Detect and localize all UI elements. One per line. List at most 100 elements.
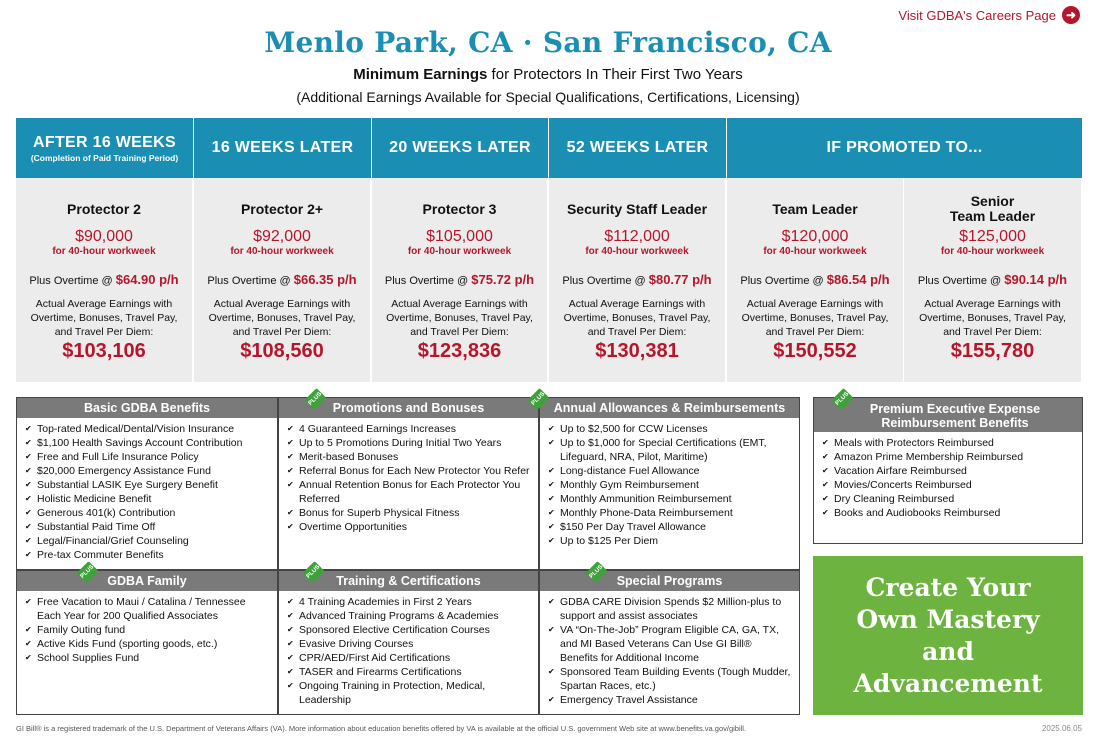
overtime-rate: $75.72 p/h	[471, 272, 535, 287]
benefit-item: School Supplies Fund	[25, 651, 269, 665]
plus-badge: PLUS	[831, 388, 854, 410]
column-header: 52 WEEKS LATER	[549, 118, 726, 178]
column-header-title: 52 WEEKS LATER	[566, 139, 709, 156]
benefit-item: Annual Retention Bonus for Each Protecto…	[287, 478, 530, 506]
overtime-line: Plus Overtime @ $90.14 p/h	[918, 272, 1067, 287]
base-salary: $90,000	[75, 228, 133, 245]
benefit-item: Referral Bonus for Each New Protector Yo…	[287, 464, 530, 478]
benefit-list: Meals with Protectors ReimbursedAmazon P…	[814, 432, 1082, 520]
benefit-item: 4 Training Academies in First 2 Years	[287, 595, 530, 609]
benefits-box-basic: Basic GDBA Benefits Top-rated Medical/De…	[16, 397, 278, 570]
promoted-header-title: IF PROMOTED TO...	[826, 139, 983, 156]
overtime-line: Plus Overtime @ $75.72 p/h	[385, 272, 534, 287]
benefit-item: Merit-based Bonuses	[287, 450, 530, 464]
benefit-item: TASER and Firearms Certifications	[287, 665, 530, 679]
benefits-box-premium: PLUS Premium Executive Expense Reimbursem…	[813, 388, 1083, 544]
subtitle-rest: for Protectors In Their First Two Years	[487, 66, 743, 83]
role-title: Protector 2+	[240, 200, 324, 217]
benefit-list: 4 Guaranteed Earnings IncreasesUp to 5 P…	[279, 418, 538, 534]
role-title: Protector 3	[422, 200, 497, 217]
overtime-line: Plus Overtime @ $80.77 p/h	[562, 272, 711, 287]
average-earnings-label: Actual Average Earnings with Overtime, B…	[563, 298, 711, 338]
column-header-title: AFTER 16 WEEKS	[33, 133, 176, 151]
box-title: GDBA Family	[107, 574, 187, 588]
benefit-item: Free and Full Life Insurance Policy	[25, 450, 269, 464]
benefit-item: Generous 401(k) Contribution	[25, 506, 269, 520]
benefit-list: Up to $2,500 for CCW LicensesUp to $1,00…	[540, 418, 799, 548]
overtime-line: Plus Overtime @ $86.54 p/h	[740, 272, 889, 287]
column-body: Security Staff Leader $112,000 for 40-ho…	[549, 178, 726, 382]
promoted-header: IF PROMOTED TO...	[727, 118, 1082, 178]
plus-badge: PLUS	[304, 388, 327, 410]
workweek-note: for 40-hour workweek	[585, 246, 689, 257]
benefit-item: GDBA CARE Division Spends $2 Million-plu…	[548, 595, 791, 623]
average-earnings-total: $103,106	[62, 340, 146, 362]
cta-text: Create Your Own Mastery and Advancement	[853, 572, 1043, 698]
box-header: PLUS Promotions and Bonuses	[279, 388, 538, 418]
benefit-item: Up to 5 Promotions During Initial Two Ye…	[287, 436, 530, 450]
average-earnings-total: $108,560	[240, 340, 324, 362]
benefit-item: $20,000 Emergency Assistance Fund	[25, 464, 269, 478]
workweek-note: for 40-hour workweek	[940, 246, 1045, 257]
benefit-item: Active Kids Fund (sporting goods, etc.)	[25, 637, 269, 651]
box-header: PLUS Special Programs	[540, 561, 799, 591]
average-earnings-total: $130,381	[595, 340, 679, 362]
benefit-item: $150 Per Day Travel Allowance	[548, 520, 791, 534]
benefit-item: Long-distance Fuel Allowance	[548, 464, 791, 478]
benefit-item: Up to $2,500 for CCW Licenses	[548, 422, 791, 436]
page-subtitle: Minimum Earnings for Protectors In Their…	[0, 66, 1096, 83]
overtime-label: Plus Overtime @	[562, 275, 649, 287]
workweek-note: for 40-hour workweek	[763, 246, 867, 257]
benefit-item: Vacation Airfare Reimbursed	[822, 464, 1074, 478]
benefit-item: Evasive Driving Courses	[287, 637, 530, 651]
benefit-item: Legal/Financial/Grief Counseling	[25, 534, 269, 548]
column-body: Protector 2+ $92,000 for 40-hour workwee…	[194, 178, 371, 382]
benefit-item: Up to $125 Per Diem	[548, 534, 791, 548]
benefit-item: Overtime Opportunities	[287, 520, 530, 534]
role-title: Protector 2	[67, 200, 141, 217]
overtime-label: Plus Overtime @	[740, 275, 827, 287]
workweek-note: for 40-hour workweek	[52, 246, 156, 257]
page-subtitle-note: (Additional Earnings Available for Speci…	[296, 89, 800, 105]
benefit-item: Advanced Training Programs & Academies	[287, 609, 530, 623]
subtitle-bold: Minimum Earnings	[353, 66, 488, 83]
column-body: Protector 2 $90,000 for 40-hour workweek…	[16, 178, 193, 382]
benefit-item: Sponsored Elective Certification Courses	[287, 623, 530, 637]
column-body: Senior Team Leader $125,000 for 40-hour …	[904, 178, 1082, 382]
benefit-item: Meals with Protectors Reimbursed	[822, 436, 1074, 450]
overtime-rate: $66.35 p/h	[293, 272, 357, 287]
average-earnings-total: $150,552	[773, 340, 857, 362]
earnings-column: 52 WEEKS LATER Security Staff Leader $11…	[549, 118, 727, 382]
earnings-column: AFTER 16 WEEKS (Completion of Paid Traini…	[16, 118, 194, 382]
benefit-item: Monthly Ammunition Reimbursement	[548, 492, 791, 506]
benefit-item: Monthly Gym Reimbursement	[548, 478, 791, 492]
earnings-table: AFTER 16 WEEKS (Completion of Paid Traini…	[16, 118, 1082, 382]
average-earnings-label: Actual Average Earnings with Overtime, B…	[741, 298, 889, 338]
document-date: 2025.06.05	[1041, 724, 1082, 733]
role-title: Security Staff Leader	[566, 200, 708, 217]
box-title: Promotions and Bonuses	[332, 401, 485, 415]
earnings-column: 16 WEEKS LATER Protector 2+ $92,000 for …	[194, 118, 372, 382]
overtime-rate: $80.77 p/h	[648, 272, 712, 287]
box-header: PLUS GDBA Family	[17, 561, 277, 591]
benefits-box-promotions: PLUS Promotions and Bonuses 4 Guaranteed …	[278, 388, 539, 570]
overtime-line: Plus Overtime @ $66.35 p/h	[207, 272, 356, 287]
benefit-item: Substantial Paid Time Off	[25, 520, 269, 534]
box-title: Basic GDBA Benefits	[17, 398, 277, 418]
box-title: Training & Certifications	[336, 574, 481, 588]
benefit-item: 4 Guaranteed Earnings Increases	[287, 422, 530, 436]
benefit-item: VA “On-The-Job” Program Eligible CA, GA,…	[548, 623, 791, 665]
benefit-item: Dry Cleaning Reimbursed	[822, 492, 1074, 506]
box-title: Special Programs	[616, 574, 723, 588]
benefit-item: Substantial LASIK Eye Surgery Benefit	[25, 478, 269, 492]
overtime-rate: $86.54 p/h	[826, 272, 890, 287]
overtime-line: Plus Overtime @ $64.90 p/h	[29, 272, 178, 287]
column-header-title: 20 WEEKS LATER	[389, 139, 531, 156]
base-salary: $125,000	[959, 228, 1026, 245]
careers-page-link[interactable]: Visit GDBA's Careers Page ➜	[898, 6, 1080, 24]
column-header: 16 WEEKS LATER	[194, 118, 371, 178]
